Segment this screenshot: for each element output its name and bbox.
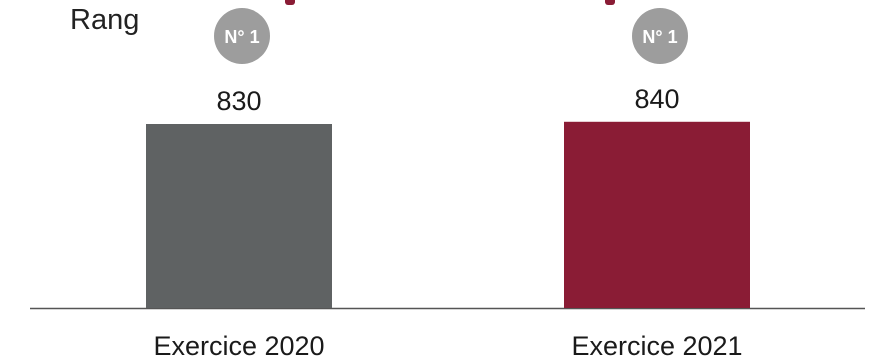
rank-badge-text-2: N° 1 xyxy=(642,27,677,47)
bar-2 xyxy=(564,121,750,308)
top-accent-line-right xyxy=(605,0,615,5)
data-label-1: 830 xyxy=(216,86,261,116)
data-label-2: 840 xyxy=(634,84,679,114)
rank-badge-text-1: N° 1 xyxy=(224,27,259,47)
rank-label: Rang xyxy=(70,4,140,36)
rank-badge-1 xyxy=(214,8,270,64)
category-label-1: Exercice 2020 xyxy=(153,331,324,361)
top-accent-line-left xyxy=(285,0,295,5)
bar-1 xyxy=(146,124,332,308)
category-label-2: Exercice 2021 xyxy=(571,331,742,361)
rank-badge-2 xyxy=(632,8,688,64)
